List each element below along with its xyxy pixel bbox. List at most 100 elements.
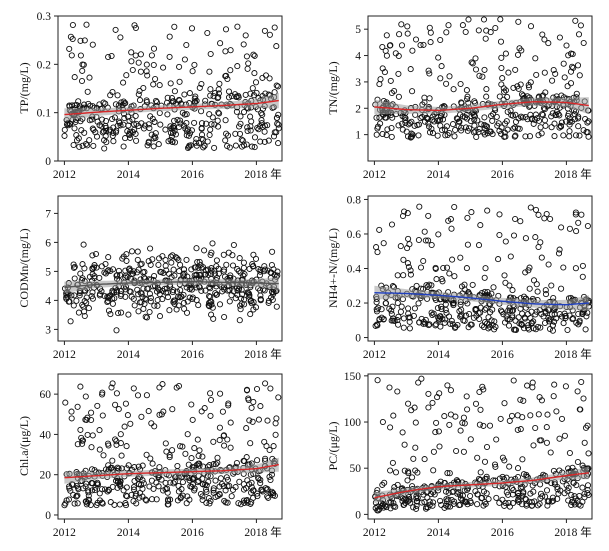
data-point [222,137,229,144]
data-point [566,225,573,232]
data-point [89,125,96,132]
plot-frame [57,373,283,520]
data-point [108,384,115,391]
data-point [93,264,100,271]
data-point [151,272,158,280]
data-point [66,45,73,52]
data-point [140,84,147,92]
data-point [440,264,447,272]
data-point [102,270,109,277]
data-point [542,291,550,298]
data-point [502,87,509,94]
data-point [380,315,387,323]
data-point [179,479,186,486]
x-tick-label: 2018 年 [244,525,281,539]
data-point [139,493,146,500]
data-point [429,311,436,319]
data-point [461,420,468,427]
data-point [564,326,571,334]
data-point [153,99,160,106]
data-point [475,242,483,249]
data-point [481,288,488,295]
data-point [73,137,81,144]
data-point [261,138,268,145]
data-point [529,384,536,391]
data-point [563,42,570,49]
data-point [501,502,508,509]
data-point [579,484,586,491]
data-point [548,282,555,289]
data-point [532,234,539,241]
data-point [566,312,573,319]
data-point [255,475,262,482]
data-point [274,83,282,90]
data-point [128,271,135,278]
data-point [389,114,396,121]
data-point [131,302,138,309]
data-point [166,452,173,459]
data-point [422,505,430,512]
data-point [70,264,78,271]
data-point [88,116,95,123]
data-point [248,479,255,486]
data-point [98,116,106,123]
data-point [174,462,181,470]
data-point [109,115,116,123]
data-point [512,326,520,334]
data-point [248,489,255,496]
data-point [541,117,548,124]
data-point [232,142,239,149]
data-point [127,267,134,274]
data-point [188,266,195,273]
data-point [447,503,454,510]
data-point [451,203,458,211]
data-point [501,88,508,95]
data-point [388,133,395,140]
data-point [189,416,196,423]
trend-line [64,463,279,479]
data-point [396,31,403,38]
data-point [428,125,435,132]
data-point [142,313,149,320]
data-point [547,449,554,456]
data-point [560,60,567,67]
data-point [542,122,549,129]
data-point [464,93,471,100]
data-point [191,264,198,271]
data-point [425,120,432,127]
data-point [575,123,582,130]
data-point [538,254,545,261]
x-tick-label: 2014 [427,349,450,361]
data-point [573,319,580,326]
data-point [203,488,210,495]
data-point [517,218,524,225]
data-point [243,53,250,60]
data-point [145,121,152,128]
data-point [247,90,254,97]
data-point [88,416,95,424]
data-point [223,130,230,137]
data-point [132,112,139,120]
data-point [459,22,466,29]
data-point [509,287,516,294]
data-point [517,81,524,88]
x-tick-label: 2014 [427,527,450,539]
data-point [146,308,153,316]
data-point [137,261,144,268]
data-point [376,226,383,233]
data-point [553,315,560,322]
data-point [221,313,228,321]
data-point [67,487,74,494]
data-point [86,273,93,280]
data-point [379,130,386,138]
data-point [422,237,429,244]
data-point [107,499,114,506]
data-point [463,111,470,118]
data-point [154,296,161,304]
data-point [258,487,265,494]
data-point [62,399,69,406]
data-point [244,124,251,131]
data-point [272,420,279,427]
data-point [123,72,130,79]
data-point [133,120,140,127]
